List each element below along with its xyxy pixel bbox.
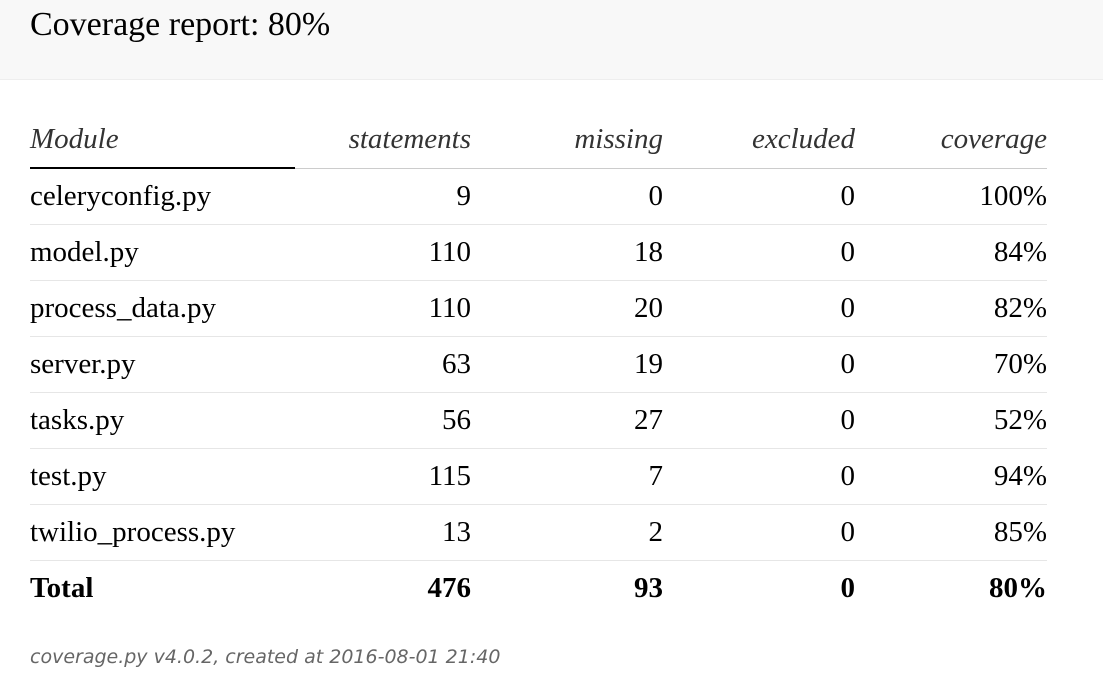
module-link[interactable]: server.py (30, 347, 136, 380)
statements-cell: 63 (295, 336, 471, 393)
table-row: twilio_process.py 13 2 0 85% (30, 504, 1047, 561)
header-row: Module statements missing excluded cover… (30, 112, 1047, 169)
total-coverage: 80% (989, 571, 1047, 604)
table-row: tasks.py 56 27 0 52% (30, 392, 1047, 449)
statements-cell: 9 (295, 168, 471, 225)
statements-cell: 115 (295, 448, 471, 505)
table-row: process_data.py 110 20 0 82% (30, 280, 1047, 337)
report-header: Coverage report: 80% (0, 0, 1103, 80)
table-row: celeryconfig.py 9 0 0 100% (30, 168, 1047, 225)
statements-cell: 13 (295, 504, 471, 561)
coverage-cell: 85% (855, 504, 1047, 561)
total-statements: 476 (427, 571, 472, 604)
module-link[interactable]: process_data.py (30, 291, 217, 324)
module-cell: test.py (30, 448, 295, 505)
coverage-table: Module statements missing excluded cover… (30, 112, 1047, 616)
module-link[interactable]: tasks.py (30, 403, 125, 436)
module-cell: model.py (30, 224, 295, 281)
table-body: celeryconfig.py 9 0 0 100% model.py 110 … (30, 168, 1047, 561)
column-header-excluded[interactable]: excluded (663, 112, 855, 169)
column-header-module[interactable]: Module (30, 112, 295, 169)
coverage-cell: 70% (855, 336, 1047, 393)
report-footer: coverage.py v4.0.2, created at 2016-08-0… (30, 646, 500, 668)
total-excluded: 0 (840, 571, 856, 604)
missing-cell: 19 (471, 336, 663, 393)
module-link[interactable]: twilio_process.py (30, 515, 236, 548)
coverage-cell: 94% (855, 448, 1047, 505)
table-footer: Total 476 93 0 80% (30, 560, 1047, 616)
module-link[interactable]: test.py (30, 459, 107, 492)
total-row: Total 476 93 0 80% (30, 560, 1047, 616)
created-timestamp: , created at 2016-08-01 21:40 (213, 646, 501, 668)
table-row: server.py 63 19 0 70% (30, 336, 1047, 393)
missing-cell: 0 (471, 168, 663, 225)
statements-cell: 56 (295, 392, 471, 449)
missing-cell: 18 (471, 224, 663, 281)
statements-cell: 110 (295, 280, 471, 337)
missing-cell: 2 (471, 504, 663, 561)
table-row: model.py 110 18 0 84% (30, 224, 1047, 281)
module-cell: celeryconfig.py (30, 168, 295, 225)
column-header-coverage[interactable]: coverage (855, 112, 1047, 169)
missing-cell: 27 (471, 392, 663, 449)
excluded-cell: 0 (663, 280, 855, 337)
excluded-cell: 0 (663, 392, 855, 449)
excluded-cell: 0 (663, 336, 855, 393)
coverage-cell: 52% (855, 392, 1047, 449)
coverage-cell: 82% (855, 280, 1047, 337)
total-label: Total (30, 571, 94, 604)
module-cell: tasks.py (30, 392, 295, 449)
missing-cell: 7 (471, 448, 663, 505)
table-header: Module statements missing excluded cover… (30, 112, 1047, 169)
table-row: test.py 115 7 0 94% (30, 448, 1047, 505)
missing-cell: 20 (471, 280, 663, 337)
excluded-cell: 0 (663, 168, 855, 225)
page-title: Coverage report: 80% (30, 6, 331, 43)
coverage-tool-link[interactable]: coverage.py v4.0.2 (30, 646, 214, 668)
coverage-cell: 100% (855, 168, 1047, 225)
excluded-cell: 0 (663, 448, 855, 505)
module-cell: process_data.py (30, 280, 295, 337)
excluded-cell: 0 (663, 504, 855, 561)
module-cell: server.py (30, 336, 295, 393)
module-cell: twilio_process.py (30, 504, 295, 561)
total-missing: 93 (634, 571, 663, 604)
coverage-cell: 84% (855, 224, 1047, 281)
excluded-cell: 0 (663, 224, 855, 281)
column-header-statements[interactable]: statements (295, 112, 471, 169)
module-link[interactable]: model.py (30, 235, 139, 268)
column-header-missing[interactable]: missing (471, 112, 663, 169)
statements-cell: 110 (295, 224, 471, 281)
module-link[interactable]: celeryconfig.py (30, 179, 212, 212)
